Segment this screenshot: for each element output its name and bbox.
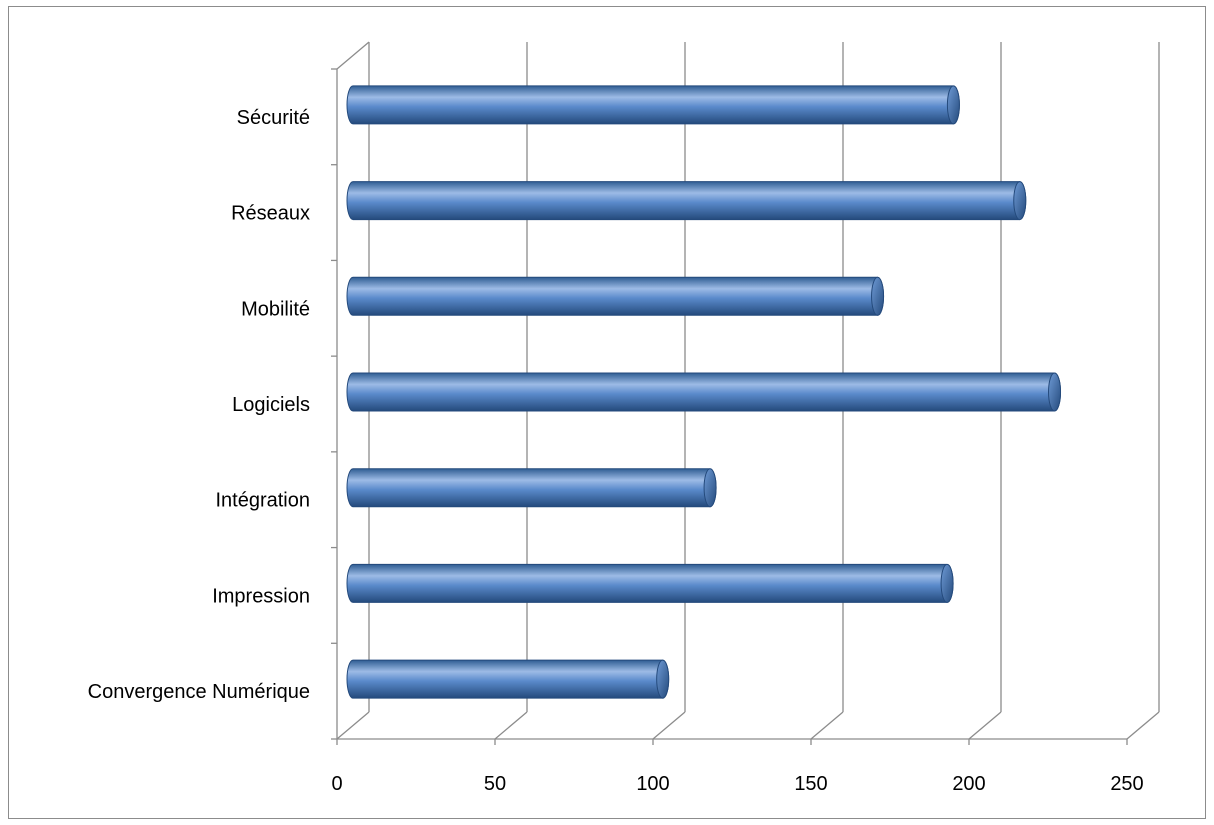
bar-cap xyxy=(703,468,717,508)
x-tick-label: 250 xyxy=(1110,773,1143,795)
bar-body xyxy=(346,85,960,125)
floor-gridline xyxy=(652,711,686,740)
bar-cap xyxy=(1013,181,1027,221)
floor-gridline xyxy=(1126,711,1160,740)
bar xyxy=(346,181,1027,221)
bar-cap xyxy=(656,659,670,699)
floor-gridline xyxy=(968,711,1002,740)
bar-cap xyxy=(1048,372,1062,412)
category-label: Réseaux xyxy=(231,203,310,225)
bar-body xyxy=(346,372,1061,412)
bar xyxy=(346,659,670,699)
bar-cap xyxy=(871,276,885,316)
bar-body xyxy=(346,276,885,316)
bars xyxy=(346,85,1062,699)
wall-edge xyxy=(336,41,370,70)
bar xyxy=(346,372,1062,412)
bar-cap xyxy=(940,563,954,603)
bar xyxy=(346,85,960,125)
x-tick-label: 100 xyxy=(636,773,669,795)
bar-cap xyxy=(946,85,960,125)
labels: 0 50 100 150 200 250 Sécurité Réseaux Mobilité Lo… xyxy=(88,107,1144,795)
bar xyxy=(346,563,954,603)
category-label: Logiciels xyxy=(232,394,310,416)
x-tick-label: 50 xyxy=(484,773,506,795)
bar-body xyxy=(346,659,670,699)
category-label: Sécurité xyxy=(237,107,310,129)
bar-body xyxy=(346,563,954,603)
floor-gridline xyxy=(336,711,370,740)
category-label: Mobilité xyxy=(241,298,310,320)
bar-body xyxy=(346,468,717,508)
bar xyxy=(346,468,717,508)
x-tick-label: 0 xyxy=(331,773,342,795)
category-label: Intégration xyxy=(215,490,310,512)
category-label: Convergence Numérique xyxy=(88,681,310,703)
category-label: Impression xyxy=(212,585,310,607)
bar xyxy=(346,276,885,316)
x-tick-label: 200 xyxy=(952,773,985,795)
x-tick-label: 150 xyxy=(794,773,827,795)
floor-gridline xyxy=(810,711,844,740)
bar-body xyxy=(346,181,1027,221)
floor-gridline xyxy=(494,711,528,740)
